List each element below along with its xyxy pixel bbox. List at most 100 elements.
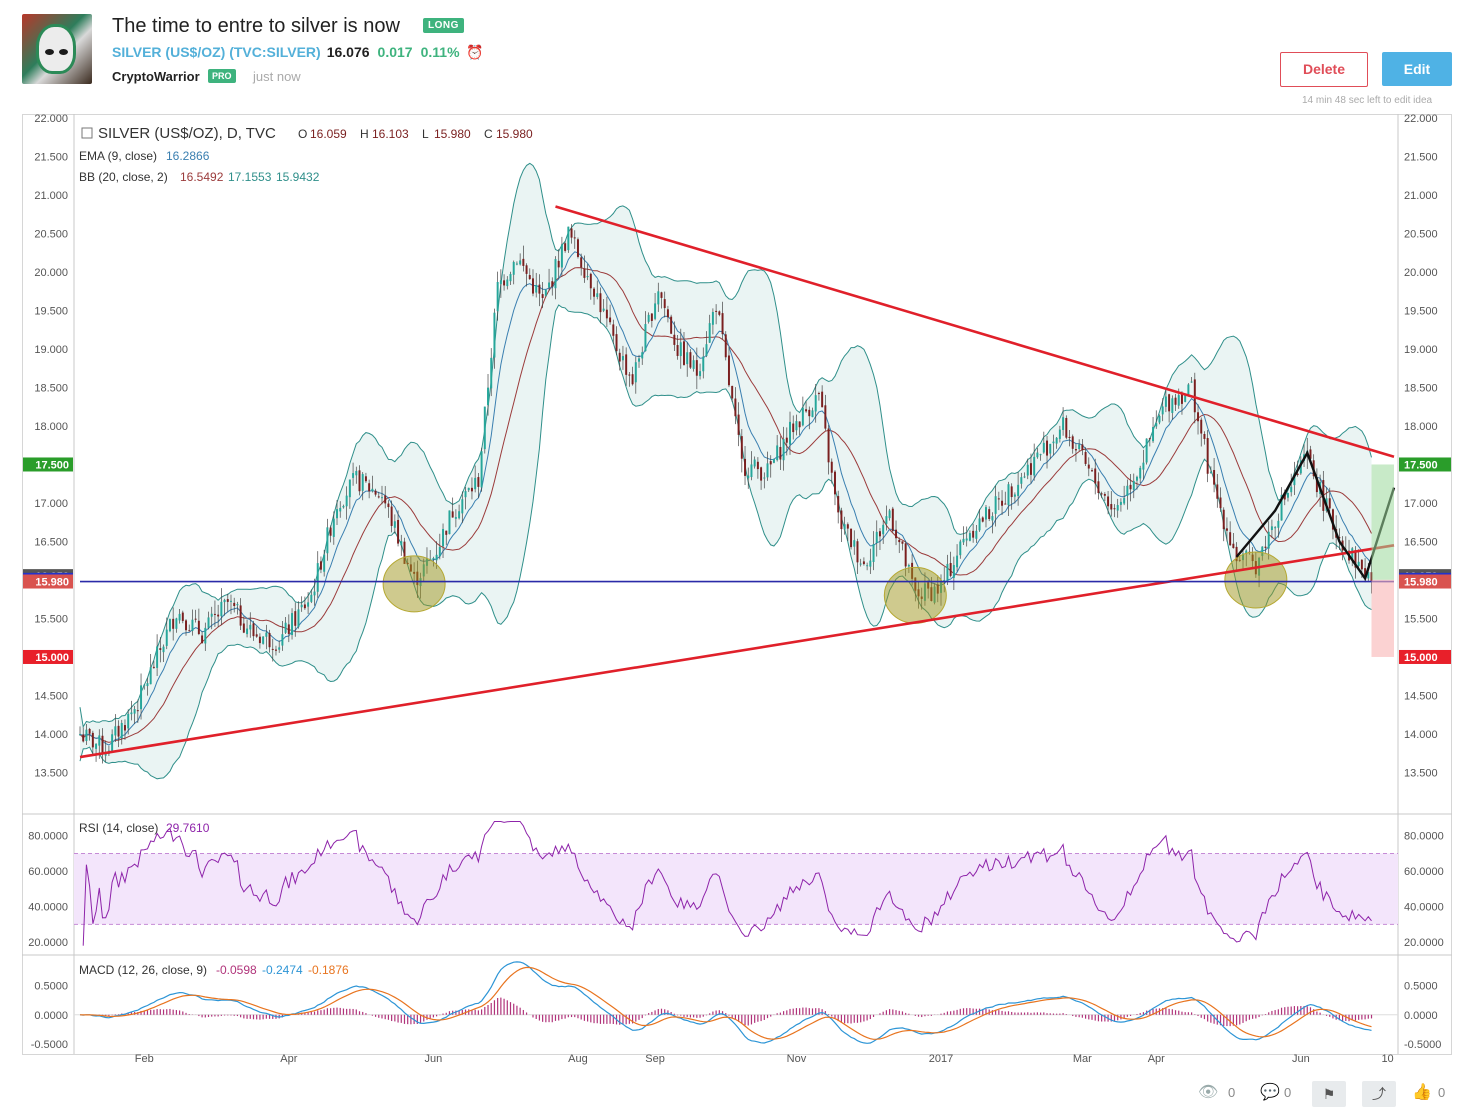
candle-body: [480, 451, 483, 488]
macd-tick-label-right: 0.0000: [1404, 1010, 1438, 1022]
candle-body: [230, 600, 232, 602]
candle-body: [946, 563, 949, 582]
eye-icon: 👁: [1198, 1084, 1219, 1101]
price-tick-label-right: 15.500: [1404, 613, 1438, 625]
flag-button[interactable]: ⚑: [1312, 1081, 1346, 1107]
candle-body: [1293, 474, 1296, 486]
candle-body: [123, 725, 126, 731]
candle-body: [319, 561, 322, 570]
candle-body: [1046, 440, 1049, 456]
candle-body: [358, 470, 361, 492]
candle-body: [1152, 426, 1155, 442]
candle-body: [384, 495, 387, 504]
candle-body: [895, 529, 898, 539]
price-chart[interactable]: 22.000 22.000 21.500 21.500 21.000 21.000 20.5…: [22, 114, 1452, 1066]
candle-body: [438, 546, 441, 557]
candle-body: [1280, 494, 1283, 521]
candle-body: [859, 563, 862, 565]
candle-body: [98, 735, 101, 746]
candle-body: [554, 259, 557, 289]
candle-body: [1174, 397, 1177, 405]
candle-body: [1328, 498, 1331, 509]
candle-body: [265, 632, 268, 637]
candle-body: [1039, 454, 1042, 456]
candle-body: [512, 261, 515, 275]
candle-body: [291, 613, 294, 635]
candle-body: [1113, 508, 1116, 510]
candle-body: [403, 541, 406, 564]
delete-button[interactable]: Delete: [1280, 52, 1368, 87]
candle-body: [458, 511, 461, 519]
candle-body: [952, 565, 955, 578]
alarm-clock-icon[interactable]: ⏰: [466, 44, 484, 60]
edit-button[interactable]: Edit: [1382, 52, 1452, 86]
candle-body: [1142, 462, 1145, 470]
candle-body: [133, 709, 136, 714]
candle-body: [1331, 509, 1334, 530]
candle-body: [146, 683, 149, 687]
rsi-tick-label-left: 20.0000: [28, 937, 68, 949]
candle-body: [827, 428, 830, 463]
candle-body: [1135, 476, 1138, 481]
candle-body: [1107, 496, 1110, 507]
candle-body: [1103, 493, 1106, 496]
candle-body: [769, 461, 772, 465]
candle-body: [535, 285, 538, 293]
candle-body: [149, 667, 152, 685]
legend-macd-label: MACD (12, 26, close, 9): [79, 963, 207, 977]
legend-macd-value: -0.2474: [262, 963, 303, 977]
candle-body: [85, 729, 88, 742]
last-price: 16.076: [326, 44, 370, 60]
candle-body: [185, 620, 188, 631]
candle-body: [576, 239, 579, 257]
rsi-line: [82, 821, 1372, 946]
time-axis-label: Nov: [787, 1053, 807, 1065]
time-axis-label: Mar: [1073, 1053, 1092, 1065]
rsi-band: [74, 853, 1398, 925]
candle-body: [1296, 473, 1299, 476]
candle-body: [654, 303, 657, 319]
candle-body: [1168, 394, 1171, 412]
candle-body: [223, 599, 226, 603]
candle-body: [165, 629, 168, 646]
candle-body: [975, 530, 978, 539]
candle-body: [1013, 494, 1016, 497]
candle-body: [1283, 492, 1286, 500]
long-target-zone: [1371, 464, 1394, 580]
price-tick-label-left: 20.500: [34, 228, 68, 240]
candle-body: [278, 647, 281, 650]
candle-body: [634, 362, 637, 383]
candle-body: [689, 352, 692, 368]
candle-body: [711, 311, 714, 325]
candle-body: [201, 635, 204, 644]
candle-body: [856, 541, 859, 563]
symbol-link[interactable]: SILVER (US$/OZ) (TVC:SILVER): [112, 44, 321, 60]
like-icon[interactable]: 👍: [1412, 1084, 1432, 1101]
candle-body: [1078, 444, 1081, 449]
candle-body: [699, 371, 702, 377]
legend-bb-label: BB (20, close, 2): [79, 170, 168, 184]
price-change-pct: 0.11%: [420, 44, 460, 60]
author-avatar[interactable]: [22, 14, 92, 84]
candle-body: [583, 268, 586, 278]
price-tick-label-left: 14.000: [34, 729, 68, 741]
candle-body: [1222, 509, 1225, 530]
candle-body: [763, 477, 766, 479]
candle-body: [1364, 568, 1367, 577]
candle-body: [683, 341, 685, 365]
candle-body: [670, 316, 673, 334]
candle-body: [464, 491, 467, 498]
candle-body: [88, 728, 91, 734]
time-axis-label: Apr: [1148, 1053, 1165, 1065]
candle-body: [297, 609, 300, 627]
candle-body: [104, 754, 107, 756]
comment-icon[interactable]: 💬: [1260, 1084, 1280, 1101]
legend-macd-hist: -0.0598: [216, 963, 257, 977]
share-button[interactable]: ⤴: [1362, 1081, 1396, 1107]
candle-body: [1184, 394, 1187, 402]
time-axis-label: Apr: [280, 1053, 297, 1065]
price-change: 0.017: [377, 44, 413, 60]
author-name[interactable]: CryptoWarrior: [112, 69, 200, 84]
candle-body: [316, 563, 319, 592]
highlight-ellipse: [382, 555, 446, 613]
